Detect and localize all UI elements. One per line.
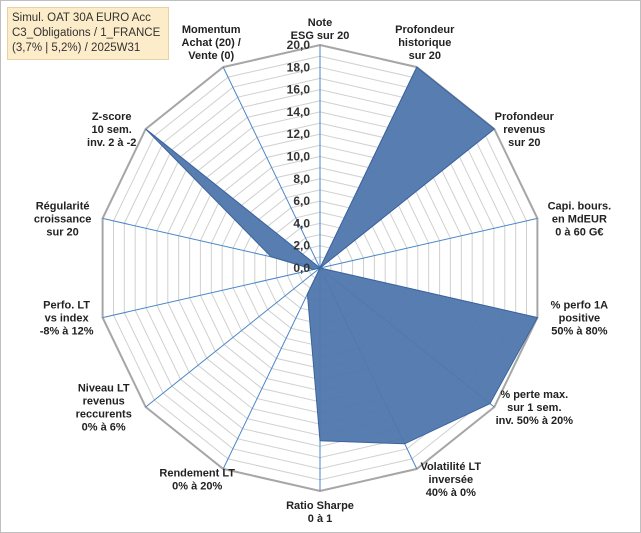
radial-tick-label: 10,0 xyxy=(287,150,311,164)
radial-tick-label: 16,0 xyxy=(287,83,311,97)
category-label-line: Ratio Sharpe xyxy=(286,500,354,512)
category-label-line: vs index xyxy=(45,313,90,325)
category-label-line: sur 20 xyxy=(508,137,540,149)
category-label-line: revenus xyxy=(503,124,545,136)
category-label-line: revenus xyxy=(83,396,125,408)
radar-series xyxy=(145,66,539,445)
category-label-line: 10 sem. xyxy=(92,124,132,136)
category-label-line: Rendement LT xyxy=(159,467,235,479)
category-label-line: Niveau LT xyxy=(78,383,130,395)
spoke-line xyxy=(319,217,538,269)
spoke-line xyxy=(222,66,321,269)
radial-tick-label: 14,0 xyxy=(287,105,311,119)
category-label-line: 40% à 0% xyxy=(426,487,476,499)
radial-tick-label: 2,0 xyxy=(293,239,310,253)
radial-tick-labels: 0,0 2,0 4,0 6,0 8,0 10,0 12,0 14,0 16,0 18,0 20,0 xyxy=(287,38,311,275)
title-line-1: Simul. OAT 30A EURO Acc xyxy=(12,12,151,24)
category-label: Rendement LT 0% à 20% xyxy=(159,467,235,492)
category-label-line: -8% à 12% xyxy=(40,326,94,338)
category-label-line: sur 20 xyxy=(409,50,441,62)
category-label-line: Profondeur xyxy=(395,24,455,36)
category-label: Ratio Sharpe 0 à 1 xyxy=(286,500,354,525)
radial-tick-label: 20,0 xyxy=(287,38,311,52)
radial-tick-label: 12,0 xyxy=(287,127,311,141)
category-label-line: Perfo. LT xyxy=(43,300,90,312)
category-label-line: historique xyxy=(398,37,451,49)
category-label-line: Régularité xyxy=(36,200,90,212)
radial-tick-label: 8,0 xyxy=(293,172,310,186)
chart-title-box: Simul. OAT 30A EURO Acc C3_Obligations /… xyxy=(7,7,169,60)
category-label-line: Capi. bours. xyxy=(548,200,612,212)
category-label-line: 0 à 60 G€ xyxy=(555,226,603,238)
category-label-line: 0 à 1 xyxy=(308,513,332,525)
spoke-line xyxy=(145,267,321,408)
spoke-line xyxy=(222,267,321,470)
category-label-line: Volatilité LT xyxy=(420,461,481,473)
category-label: Profondeur historique sur 20 xyxy=(395,24,455,62)
category-label-line: Z-score xyxy=(92,111,132,123)
category-label: Régularité croissance sur 20 xyxy=(34,200,91,238)
category-label-line: % perfo 1A xyxy=(551,300,609,312)
category-label-line: 0% à 20% xyxy=(172,480,222,492)
category-labels: Note ESG sur 20 Profondeur historique sur 20… xyxy=(34,17,611,525)
category-label-line: 50% à 80% xyxy=(551,326,607,338)
category-label: Profondeur revenus sur 20 xyxy=(495,111,555,149)
spoke-line xyxy=(102,267,321,319)
category-label: Momentum Achat (20) / Vente (0) xyxy=(182,24,241,62)
category-label-line: croissance xyxy=(34,213,91,225)
category-label-line: Note xyxy=(308,17,332,29)
title-line-2: C3_Obligations / 1_FRANCE xyxy=(12,27,161,39)
radial-tick-label: 6,0 xyxy=(293,194,310,208)
category-label: Niveau LT revenus reccurents 0% à 6% xyxy=(76,383,132,434)
category-label-line: Momentum xyxy=(182,24,241,36)
radial-tick-label: 0,0 xyxy=(293,261,310,275)
category-label-line: inv. 50% à 20% xyxy=(496,415,574,427)
category-label-line: 0% à 6% xyxy=(82,422,126,434)
category-label: Volatilité LT inversée 40% à 0% xyxy=(420,461,481,499)
category-label-line: Profondeur xyxy=(495,111,555,123)
category-label: % perfo 1A positive 50% à 80% xyxy=(551,300,609,338)
category-label: Capi. bours. en MdEUR 0 à 60 G€ xyxy=(548,200,612,238)
category-label: Note ESG sur 20 xyxy=(291,17,350,42)
series-area xyxy=(145,66,539,445)
category-label: Z-score 10 sem. inv. 2 à -2 xyxy=(87,111,136,149)
category-label-line: en MdEUR xyxy=(552,213,607,225)
category-label-line: Vente (0) xyxy=(188,50,234,62)
category-label-line: sur 20 xyxy=(46,226,78,238)
category-label: % perte max. sur 1 sem. inv. 50% à 20% xyxy=(496,389,574,427)
category-label-line: % perte max. xyxy=(500,389,568,401)
category-label: Perfo. LT vs index -8% à 12% xyxy=(40,300,94,338)
category-label-line: sur 1 sem. xyxy=(507,402,561,414)
category-label-line: ESG sur 20 xyxy=(291,30,350,42)
category-label-line: reccurents xyxy=(76,409,132,421)
category-label-line: inv. 2 à -2 xyxy=(87,137,136,149)
radial-tick-label: 4,0 xyxy=(293,216,310,230)
radial-tick-label: 18,0 xyxy=(287,60,311,74)
category-label-line: inversée xyxy=(428,474,473,486)
title-line-3: (3,7% | 5,2%) / 2025W31 xyxy=(12,42,141,54)
category-label-line: Achat (20) / xyxy=(182,37,241,49)
category-label-line: positive xyxy=(559,313,601,325)
